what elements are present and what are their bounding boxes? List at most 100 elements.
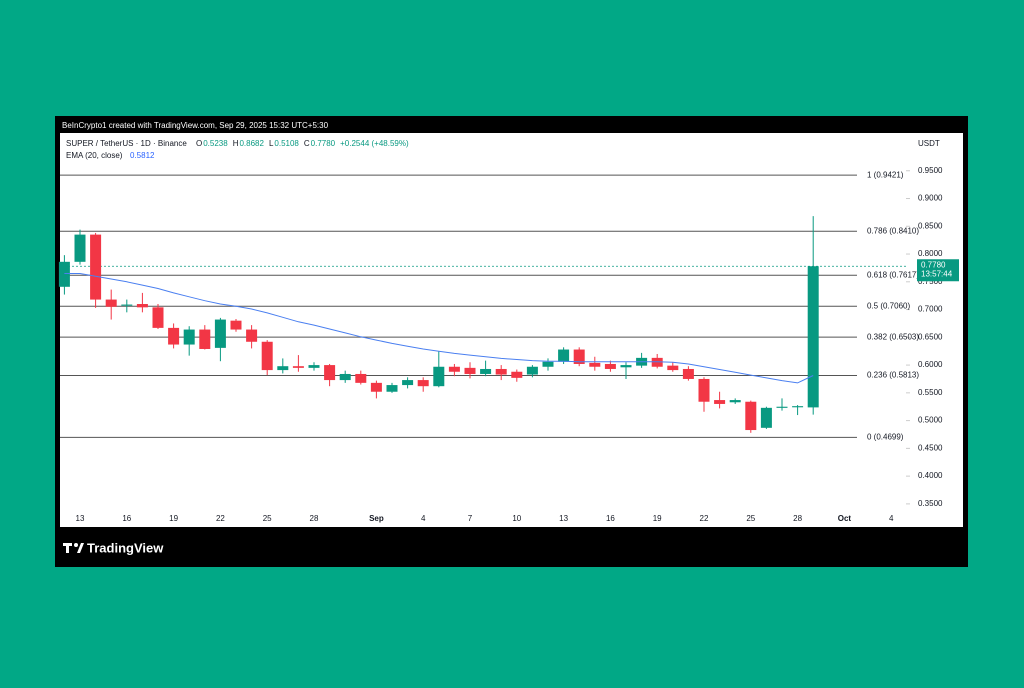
candle-body — [417, 380, 429, 387]
y-axis-label: USDT — [918, 139, 940, 148]
candle-body — [807, 266, 819, 408]
x-tick-label: 22 — [216, 514, 225, 523]
price-tag-value: 0.7780 — [921, 260, 946, 269]
candle-body — [370, 382, 382, 392]
y-tick-label: 0.7000 — [918, 305, 943, 314]
legend-value: 0.8682 — [239, 139, 264, 148]
candle-body — [448, 366, 460, 372]
candle-body — [745, 401, 757, 431]
legend-key: L — [269, 139, 274, 148]
candle-body — [152, 307, 164, 328]
legend-key: O — [196, 139, 202, 148]
candle-body — [573, 349, 585, 364]
x-tick-label: Oct — [838, 514, 852, 523]
candle-body — [604, 363, 616, 369]
symbol: SUPER / TetherUS · 1D · Binance — [66, 139, 187, 148]
ema-name: EMA (20, close) — [66, 151, 123, 160]
candle-body — [651, 357, 663, 367]
legend-key: C — [304, 139, 310, 148]
y-tick-label: 0.9000 — [918, 194, 943, 203]
x-tick-label: 13 — [76, 514, 85, 523]
candle-body — [698, 378, 710, 402]
y-tick-label: 0.7500 — [918, 277, 943, 286]
legend-change: +0.2544 (+48.59%) — [340, 139, 409, 148]
candle-body — [214, 319, 226, 348]
candle-body — [558, 349, 570, 362]
x-tick-label: 28 — [310, 514, 319, 523]
candle-body — [292, 366, 304, 368]
fib-label: 0.618 (0.7617) — [867, 270, 919, 279]
candle-body — [246, 329, 258, 342]
x-tick-label: 13 — [559, 514, 568, 523]
fib-label: 0.382 (0.6503) — [867, 332, 919, 341]
candle-body — [589, 362, 601, 367]
y-tick-label: 0.6500 — [918, 332, 943, 341]
candle-body — [433, 366, 445, 387]
candle-body — [714, 400, 726, 404]
legend-value: 0.5108 — [274, 139, 299, 148]
fib-label: 1 (0.9421) — [867, 170, 904, 179]
y-tick-label: 0.9500 — [918, 166, 943, 175]
candle-body — [308, 365, 320, 368]
candle-body — [58, 261, 70, 287]
candle-body — [729, 400, 741, 403]
candle-body — [183, 329, 195, 345]
ema-value: 0.5812 — [130, 151, 155, 160]
candle-body — [355, 373, 367, 383]
y-tick-label: 0.8000 — [918, 249, 943, 258]
candle-body — [90, 234, 102, 300]
candle-body — [339, 373, 351, 381]
chart-panel — [60, 133, 963, 527]
ema-line — [64, 273, 814, 384]
x-tick-label: 7 — [468, 514, 473, 523]
x-tick-label: 22 — [700, 514, 709, 523]
x-tick-label: 19 — [169, 514, 178, 523]
candle-body — [542, 361, 554, 367]
x-tick-label: 19 — [653, 514, 662, 523]
candle-body — [464, 367, 476, 374]
fib-label: 0.786 (0.8410) — [867, 226, 919, 235]
candle-body — [620, 365, 632, 368]
x-tick-label: 25 — [746, 514, 755, 523]
y-tick-label: 0.5000 — [918, 416, 943, 425]
candle-body — [792, 406, 804, 408]
x-tick-label: 25 — [263, 514, 272, 523]
y-tick-label: 0.4000 — [918, 471, 943, 480]
y-tick-label: 0.3500 — [918, 499, 943, 508]
header: BeInCrypto1 created with TradingView.com… — [62, 121, 329, 130]
candle-body — [776, 406, 788, 408]
candle-body — [682, 368, 694, 379]
x-tick-label: 16 — [606, 514, 615, 523]
legend-value: 0.7780 — [311, 139, 336, 148]
candle-body — [495, 368, 507, 375]
x-tick-label: 10 — [512, 514, 521, 523]
candle-body — [511, 371, 523, 378]
y-tick-label: 0.5500 — [918, 388, 943, 397]
candle-body — [74, 234, 86, 262]
x-tick-label: 4 — [421, 514, 426, 523]
legend-value: 0.5238 — [203, 139, 228, 148]
candle-body — [402, 380, 414, 386]
candle-body — [168, 327, 180, 345]
candle-body — [277, 366, 289, 371]
candle-body — [261, 341, 273, 371]
y-tick-label: 0.6000 — [918, 360, 943, 369]
candle-body — [480, 368, 492, 374]
candle-body — [230, 320, 242, 330]
x-tick-label: 4 — [889, 514, 894, 523]
fib-label: 0.236 (0.5813) — [867, 371, 919, 380]
candle-body — [105, 299, 117, 307]
candle-body — [136, 304, 148, 308]
candle-body — [386, 385, 398, 392]
candle-body — [760, 407, 772, 428]
candle-body — [121, 304, 133, 306]
candle-body — [526, 366, 538, 375]
price-tag-countdown: 13:57:44 — [921, 269, 953, 278]
brand: TradingView — [87, 540, 164, 555]
fib-label: 0.5 (0.7060) — [867, 301, 910, 310]
candle-body — [324, 365, 336, 381]
y-tick-label: 0.8500 — [918, 221, 943, 230]
brand-logo — [63, 543, 84, 553]
